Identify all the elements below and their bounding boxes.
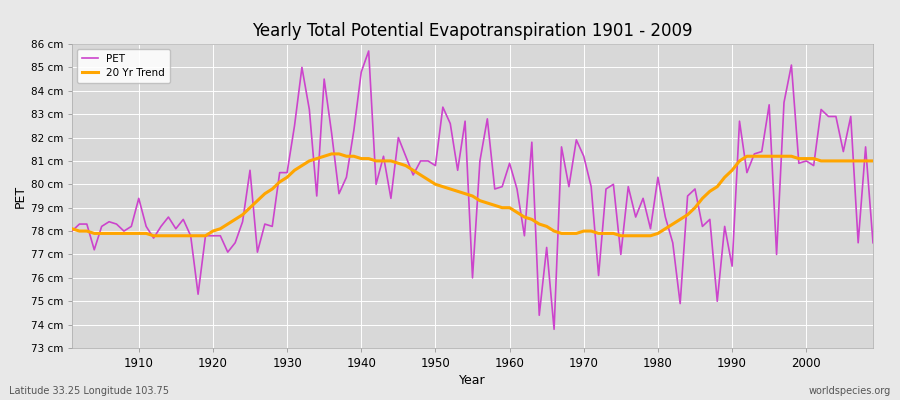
- PET: [334, 191, 345, 196]
- X-axis label: Year: Year: [459, 374, 486, 387]
- Line: PET: PET: [72, 51, 873, 329]
- PET: [126, 224, 137, 229]
- PET: [868, 240, 878, 245]
- 20 Yr Trend: [326, 152, 337, 156]
- 20 Yr Trend: [348, 154, 359, 159]
- Title: Yearly Total Potential Evapotranspiration 1901 - 2009: Yearly Total Potential Evapotranspiratio…: [252, 22, 693, 40]
- PET: [364, 49, 374, 54]
- 20 Yr Trend: [67, 226, 77, 231]
- 20 Yr Trend: [511, 210, 522, 215]
- PET: [67, 229, 77, 234]
- 20 Yr Trend: [126, 231, 137, 236]
- PET: [289, 124, 300, 128]
- PET: [504, 161, 515, 166]
- Line: 20 Yr Trend: 20 Yr Trend: [72, 154, 873, 236]
- 20 Yr Trend: [296, 163, 307, 168]
- 20 Yr Trend: [519, 215, 530, 220]
- 20 Yr Trend: [148, 233, 159, 238]
- PET: [511, 186, 522, 191]
- Y-axis label: PET: PET: [14, 184, 26, 208]
- Legend: PET, 20 Yr Trend: PET, 20 Yr Trend: [77, 49, 170, 83]
- PET: [608, 182, 619, 187]
- Text: worldspecies.org: worldspecies.org: [809, 386, 891, 396]
- 20 Yr Trend: [608, 231, 619, 236]
- PET: [549, 327, 560, 332]
- Text: Latitude 33.25 Longitude 103.75: Latitude 33.25 Longitude 103.75: [9, 386, 169, 396]
- 20 Yr Trend: [868, 158, 878, 163]
